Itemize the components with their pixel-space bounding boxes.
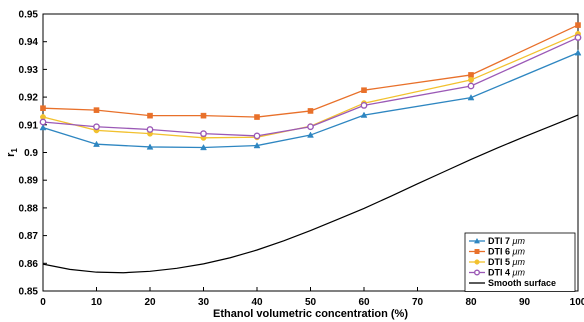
data-point bbox=[360, 102, 368, 109]
data-point bbox=[468, 72, 474, 78]
data-point bbox=[254, 114, 260, 120]
data-point bbox=[473, 237, 481, 244]
y-tick-label: 0.95 bbox=[19, 10, 39, 21]
y-tick-label: 0.86 bbox=[19, 259, 39, 270]
x-tick-label: 60 bbox=[358, 297, 370, 308]
x-axis-title: Ethanol volumetric concentration (%) bbox=[213, 308, 408, 320]
x-tick-label: 10 bbox=[91, 297, 103, 308]
x-tick-label: 20 bbox=[144, 297, 156, 308]
series-smooth-surface bbox=[42, 114, 579, 274]
y-axis-title-text: r1 bbox=[5, 148, 19, 157]
legend-label: DTI 5 μm bbox=[488, 257, 525, 267]
legend-item: DTI 5 μm bbox=[469, 257, 525, 267]
legend-label: DTI 4 μm bbox=[488, 268, 525, 278]
data-point bbox=[146, 126, 154, 133]
data-point bbox=[467, 82, 475, 90]
y-tick-label: 0.85 bbox=[19, 287, 39, 298]
data-point bbox=[39, 118, 47, 126]
y-axis: 0.85 0.86 0.87 0.88 0.89 0.9 0.91 0.92 0.93 0.94 0… bbox=[19, 10, 47, 298]
data-point bbox=[146, 143, 154, 150]
legend-label: DTI 6 μm bbox=[488, 247, 525, 257]
legend-label: Smooth surface bbox=[488, 278, 556, 288]
series-layer bbox=[39, 22, 582, 274]
data-point bbox=[361, 87, 367, 93]
x-tick-label: 80 bbox=[465, 297, 477, 308]
legend-label: DTI 7 μm bbox=[488, 236, 525, 246]
y-tick-label: 0.89 bbox=[19, 176, 39, 187]
y-tick-label: 0.93 bbox=[19, 65, 39, 76]
series-dti-6 bbox=[40, 22, 581, 120]
x-tick-label: 40 bbox=[251, 297, 263, 308]
data-point bbox=[467, 94, 475, 101]
x-tick-label: 90 bbox=[519, 297, 531, 308]
legend-item: DTI 4 μm bbox=[469, 268, 525, 278]
data-point bbox=[200, 112, 207, 119]
data-point bbox=[93, 107, 100, 113]
x-tick-label: 70 bbox=[412, 297, 424, 308]
y-tick-label: 0.92 bbox=[19, 93, 39, 104]
data-point bbox=[253, 142, 261, 149]
series-dti-7 bbox=[39, 49, 582, 151]
data-point bbox=[575, 22, 581, 28]
data-point bbox=[307, 123, 314, 131]
data-point bbox=[253, 132, 261, 140]
data-point bbox=[468, 76, 474, 83]
x-axis: 0 10 20 30 40 50 60 70 80 90 100 bbox=[40, 287, 584, 308]
y-tick-label: 0.88 bbox=[19, 203, 39, 214]
data-point bbox=[39, 124, 47, 131]
data-point bbox=[307, 131, 314, 138]
data-point bbox=[474, 259, 480, 265]
series-dti-4 bbox=[39, 34, 582, 140]
x-tick-label: 50 bbox=[305, 297, 317, 308]
legend-item: DTI 7 μm bbox=[469, 236, 525, 246]
data-point bbox=[574, 49, 582, 56]
data-point bbox=[200, 143, 207, 151]
data-point bbox=[147, 112, 153, 119]
series-line bbox=[42, 114, 579, 274]
y-tick-label: 0.87 bbox=[19, 231, 39, 242]
data-point bbox=[93, 123, 100, 131]
y-tick-label: 0.94 bbox=[19, 37, 39, 48]
data-point bbox=[40, 105, 46, 111]
y-tick-label: 0.91 bbox=[19, 120, 39, 131]
legend-item: Smooth surface bbox=[469, 278, 556, 288]
y-axis-title: r1 bbox=[5, 148, 19, 157]
x-tick-label: 100 bbox=[570, 297, 584, 308]
x-tick-label: 0 bbox=[40, 297, 46, 308]
x-tick-label: 30 bbox=[198, 297, 210, 308]
data-point bbox=[93, 140, 100, 147]
data-point bbox=[473, 269, 481, 276]
legend-item: DTI 6 μm bbox=[469, 247, 525, 257]
data-point bbox=[574, 34, 582, 41]
y-tick-label: 0.9 bbox=[24, 148, 38, 159]
data-point bbox=[200, 130, 207, 138]
series-line bbox=[42, 24, 579, 118]
data-point bbox=[307, 108, 314, 114]
data-point bbox=[474, 249, 480, 254]
data-point bbox=[360, 111, 368, 118]
